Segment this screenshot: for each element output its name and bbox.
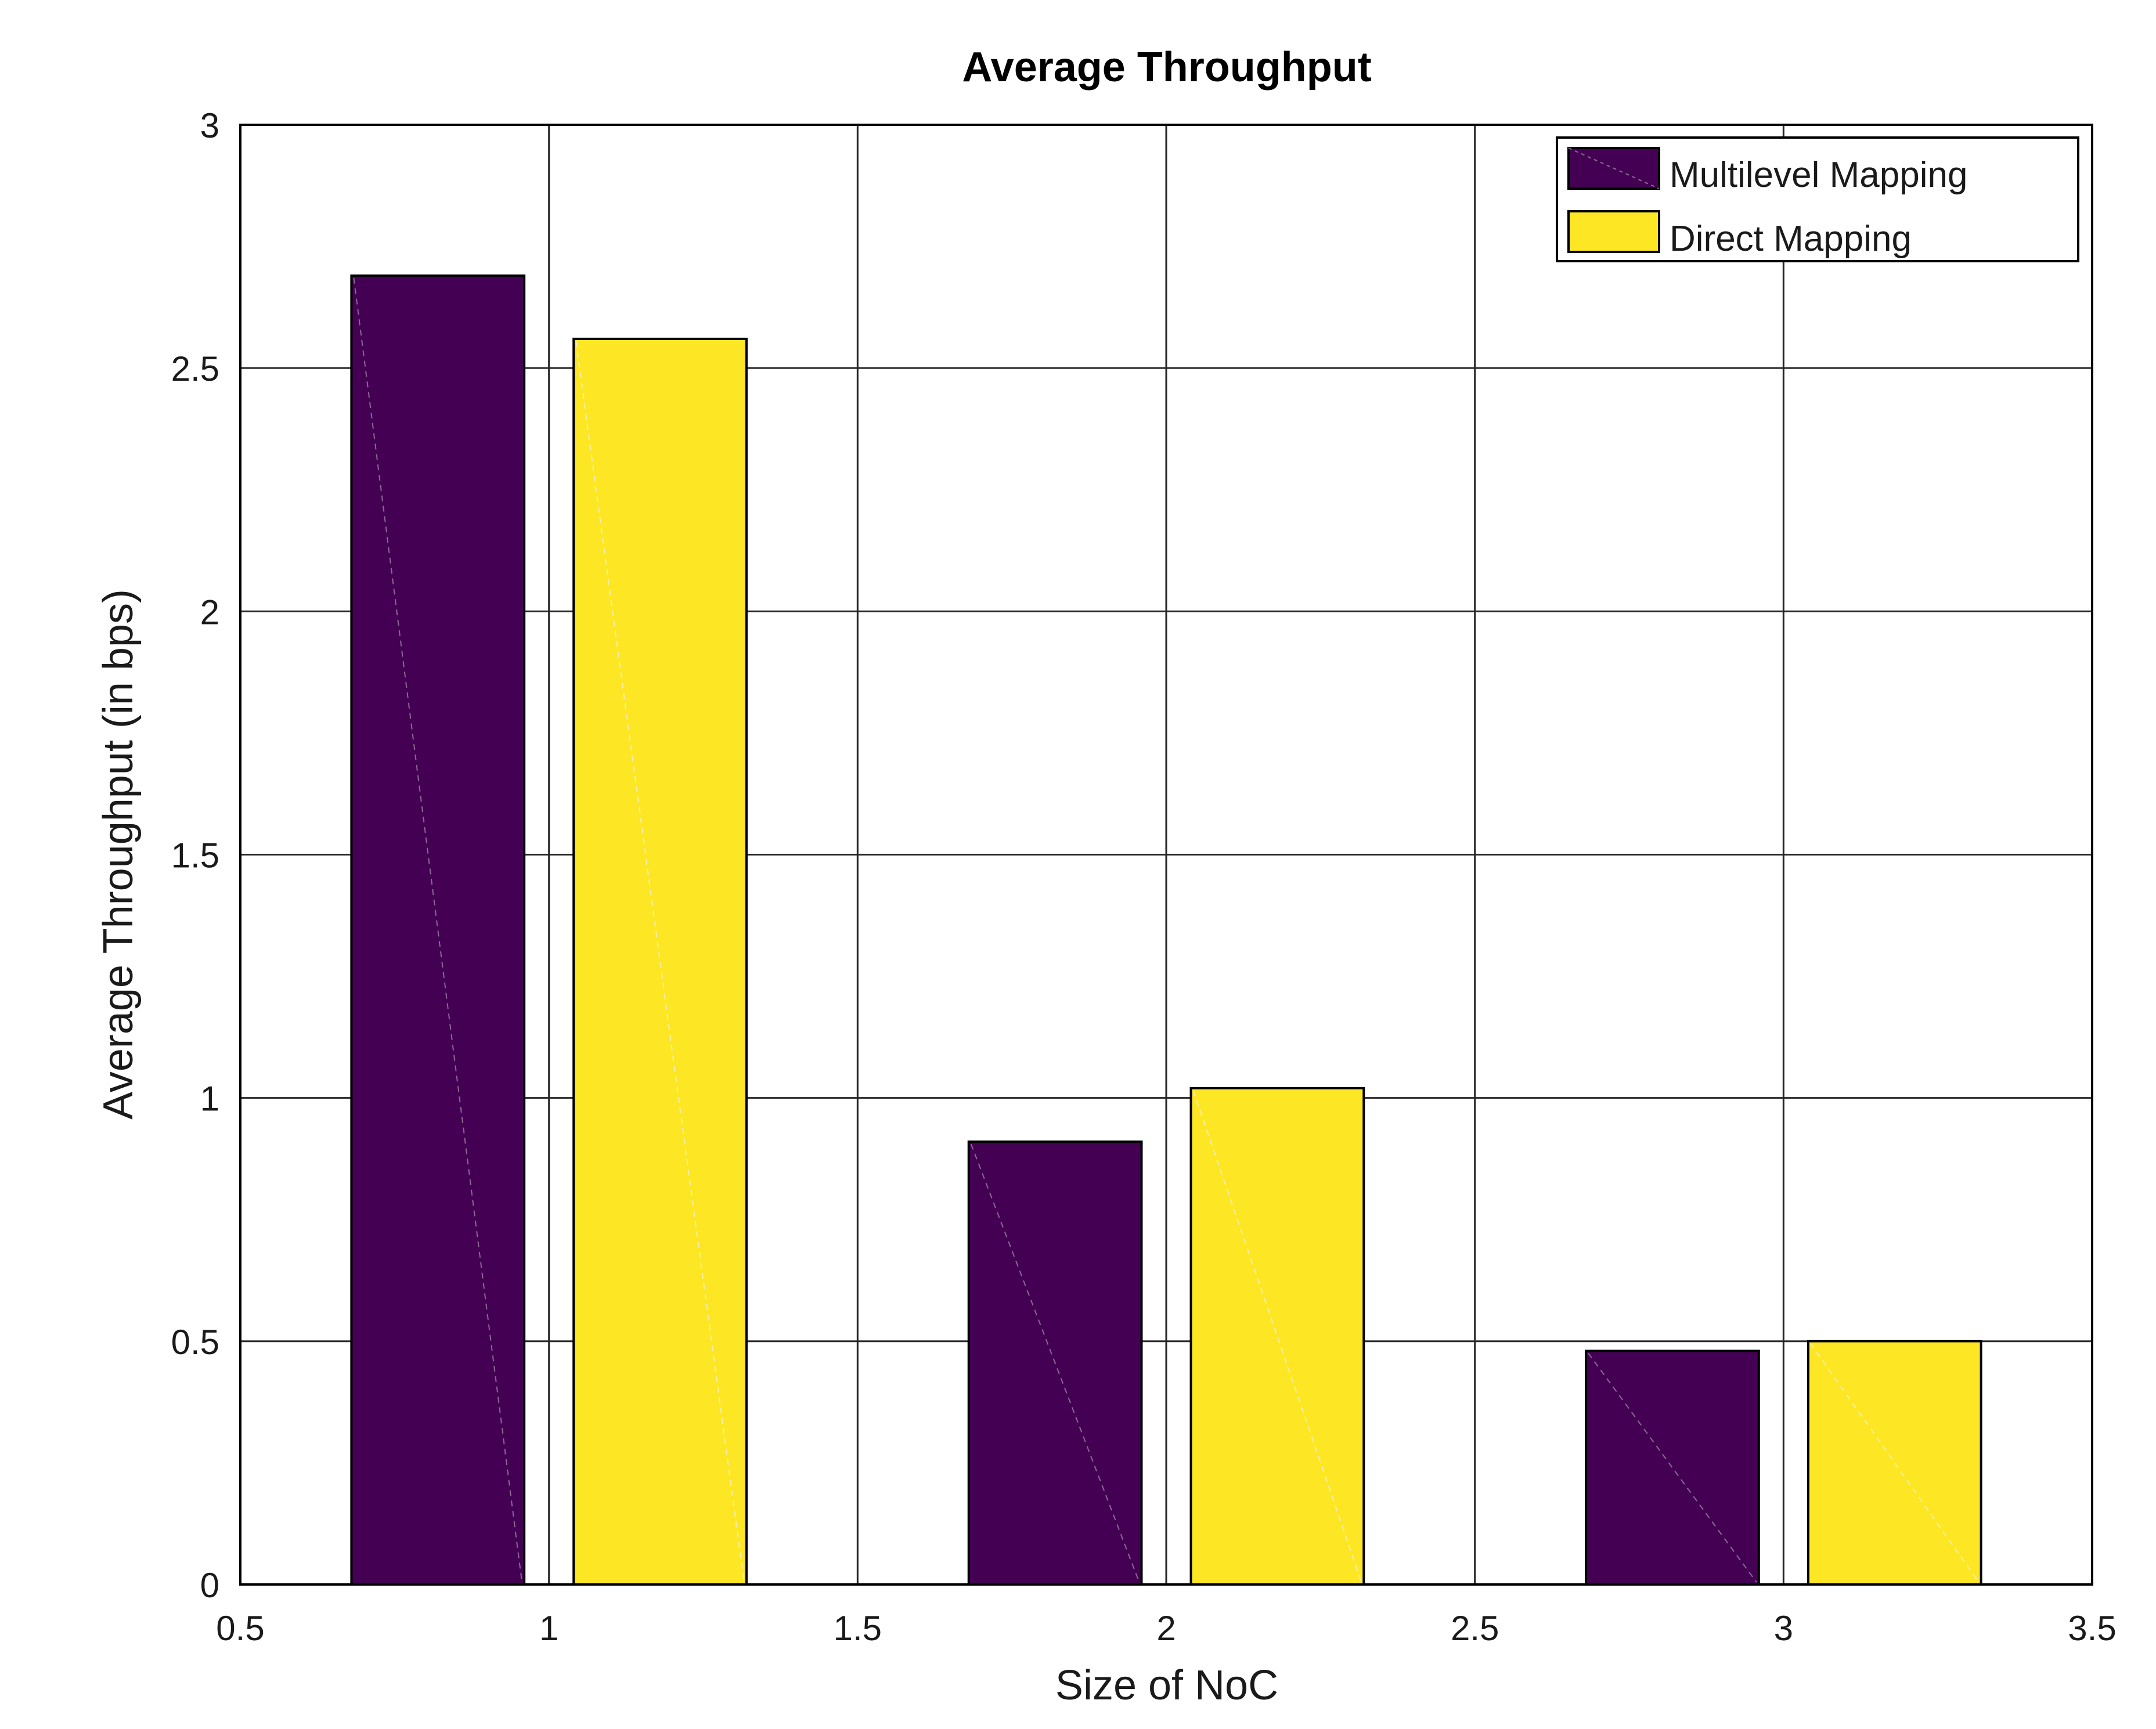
bar-direct-1 (572, 337, 748, 1586)
x-axis-label: Size of NoC (1055, 1662, 1278, 1709)
bars (350, 274, 1982, 1586)
x-tick-label-4: 2.5 (1451, 1609, 1499, 1648)
y-tick-label-6: 3 (200, 106, 219, 145)
x-tick-label-3: 2 (1156, 1609, 1176, 1648)
bar-hatch-multilevel-2 (970, 1143, 1140, 1583)
bar-multilevel-1 (350, 274, 526, 1586)
y-tick-label-2: 1 (200, 1080, 219, 1118)
x-axis-ticks: 0.5 1 1.5 2 2.5 3 3.5 (216, 1609, 2116, 1648)
bar-hatch-direct-2 (1192, 1090, 1362, 1583)
x-tick-label-5: 3 (1774, 1609, 1793, 1648)
y-tick-label-4: 2 (200, 593, 219, 631)
plot-area-frame (239, 124, 2093, 1586)
legend: Multilevel Mapping Direct Mapping (1556, 136, 2079, 262)
y-tick-label-0: 0 (200, 1566, 219, 1605)
y-tick-label-5: 2.5 (171, 349, 219, 388)
bar-direct-3 (1807, 1340, 1982, 1586)
legend-swatch-hatch (1568, 147, 1660, 189)
bar-hatch-multilevel-3 (1588, 1353, 1757, 1583)
x-tick-label-1: 1 (539, 1609, 558, 1648)
bar-hatch-direct-3 (1810, 1343, 1980, 1583)
y-tick-label-1: 0.5 (171, 1323, 219, 1362)
chart-title: Average Throughput (962, 44, 1371, 91)
y-tick-label-3: 1.5 (171, 836, 219, 875)
x-tick-label-0: 0.5 (216, 1609, 264, 1648)
legend-swatch-direct (1567, 210, 1660, 253)
x-tick-label-6: 3.5 (2068, 1609, 2116, 1648)
y-axis-label: Average Throughput (in bps) (95, 589, 142, 1120)
y-axis-ticks: 0 0.5 1 1.5 2 2.5 3 (171, 106, 219, 1605)
x-tick-label-2: 1.5 (834, 1609, 882, 1648)
bar-direct-2 (1189, 1087, 1365, 1586)
legend-label-direct: Direct Mapping (1670, 219, 1912, 259)
legend-label-multilevel: Multilevel Mapping (1670, 155, 1967, 195)
